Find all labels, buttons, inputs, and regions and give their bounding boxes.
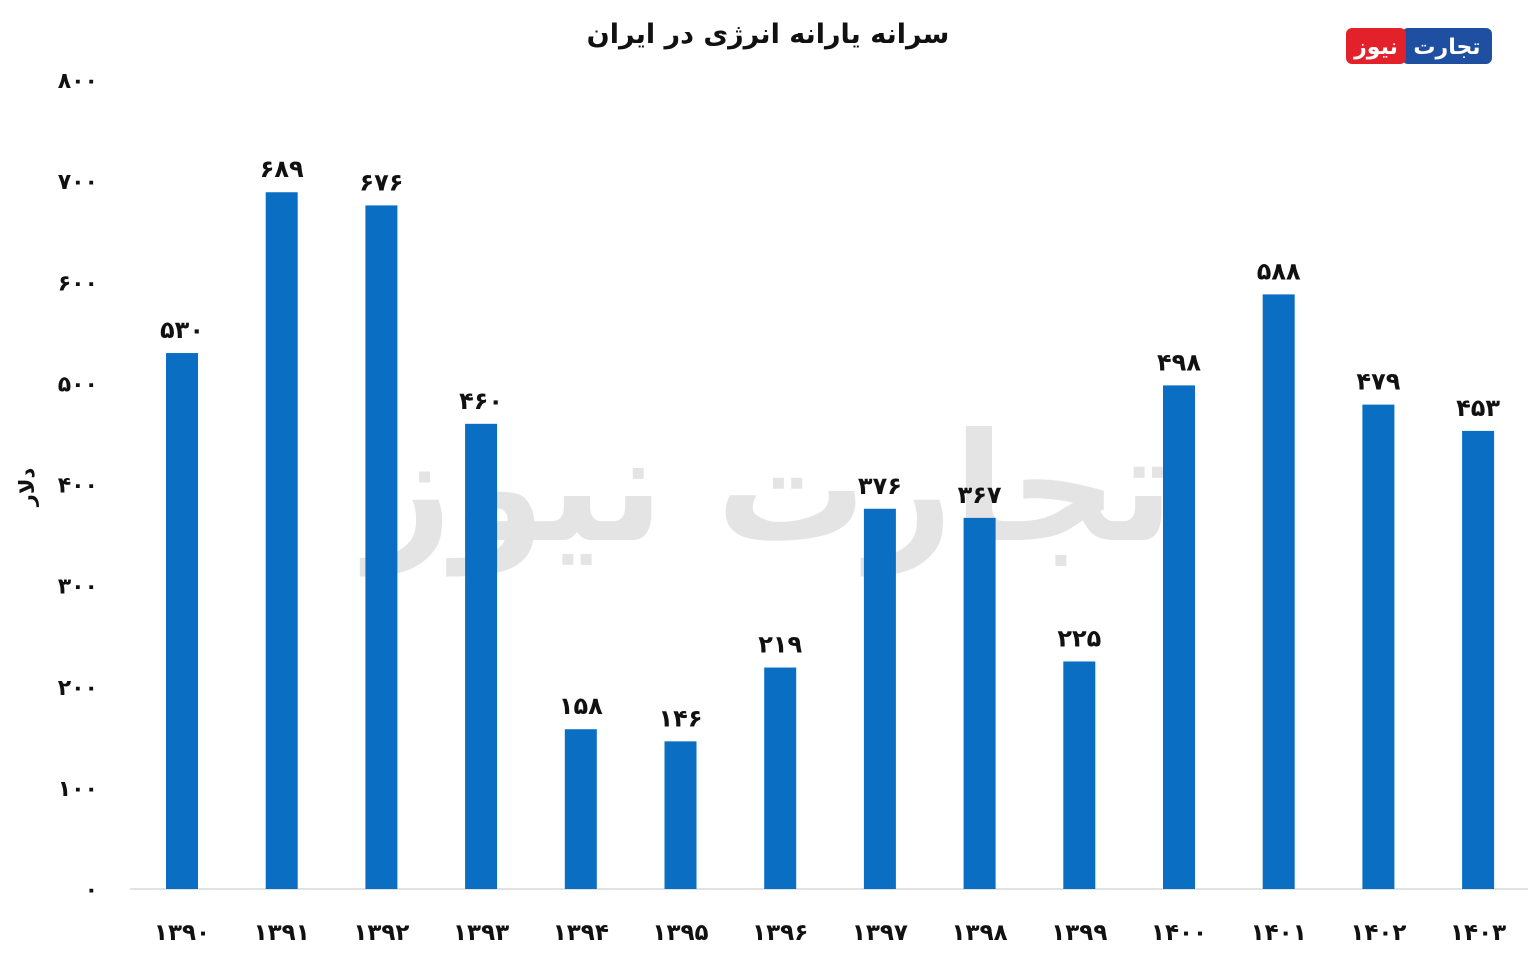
logo-text-1: تجارت — [1413, 35, 1480, 60]
y-tick-label: ۶۰۰ — [58, 271, 98, 296]
data-labels: ۵۳۰ ۶۸۹ ۶۷۶ ۴۶۰ ۱۵۸ ۱۴۶ ۲۱۹ ۳۷۶ ۳۶۷ ۲۲۵ ۴۹۸ ۵۸۸ ۴۷۹ ۴… — [160, 155, 1500, 732]
logo-text-2: نیوز — [1353, 35, 1398, 60]
y-tick-label: ۷۰۰ — [58, 170, 98, 195]
bar — [265, 192, 298, 889]
x-tick-label: ۱۳۹۰ — [154, 920, 210, 946]
x-tick-label: ۱۳۹۲ — [353, 920, 409, 946]
bar — [1262, 294, 1295, 889]
data-label: ۴۹۸ — [1157, 348, 1201, 376]
x-axis: ۱۳۹۰ ۱۳۹۱ ۱۳۹۲ ۱۳۹۳ ۱۳۹۴ ۱۳۹۵ ۱۳۹۶ ۱۳۹۷ ۱۳۹۸ ۱۳۹۹… — [154, 920, 1506, 946]
x-tick-label: ۱۳۹۹ — [1051, 920, 1107, 946]
data-label: ۶۷۶ — [359, 168, 403, 196]
x-tick-label: ۱۳۹۳ — [453, 920, 509, 946]
x-tick-label: ۱۳۹۸ — [952, 920, 1008, 946]
bar — [365, 205, 398, 889]
bar — [1462, 430, 1495, 889]
bar — [764, 667, 797, 889]
bar — [465, 423, 498, 889]
y-tick-label: ۳۰۰ — [58, 575, 98, 600]
bar — [664, 741, 697, 889]
y-axis-label: دلار — [15, 468, 39, 508]
y-tick-label: ۸۰۰ — [58, 69, 98, 94]
data-label: ۱۴۶ — [659, 704, 703, 732]
data-label: ۴۷۹ — [1356, 368, 1400, 396]
x-tick-label: ۱۳۹۱ — [254, 920, 310, 946]
x-tick-label: ۱۴۰۱ — [1251, 920, 1307, 946]
data-label: ۴۵۳ — [1456, 394, 1500, 422]
y-tick-label: ۰ — [85, 878, 98, 903]
bar — [863, 508, 896, 889]
bar — [963, 517, 996, 889]
data-label: ۶۸۹ — [260, 155, 304, 183]
data-label: ۲۱۹ — [758, 631, 802, 659]
data-label: ۵۸۸ — [1257, 257, 1301, 285]
x-tick-label: ۱۳۹۷ — [852, 920, 908, 946]
bar — [166, 353, 198, 890]
x-tick-label: ۱۴۰۲ — [1350, 920, 1406, 946]
data-label: ۵۳۰ — [160, 316, 204, 344]
logo-bg-blue — [1402, 28, 1492, 64]
data-label: ۱۵۸ — [559, 692, 603, 720]
y-tick-label: ۱۰۰ — [58, 777, 98, 802]
data-label: ۳۷۶ — [858, 472, 902, 500]
bar — [1362, 404, 1395, 889]
x-tick-label: ۱۳۹۵ — [652, 920, 708, 946]
y-tick-label: ۴۰۰ — [58, 474, 98, 499]
bars — [166, 192, 1495, 890]
logo-bg-red — [1346, 28, 1406, 64]
chart-title: سرانه یارانه انرژی در ایران — [587, 19, 950, 50]
data-label: ۳۶۷ — [958, 481, 1002, 509]
x-tick-label: ۱۳۹۴ — [553, 920, 609, 946]
x-tick-label: ۱۳۹۶ — [752, 920, 808, 946]
data-label: ۲۲۵ — [1057, 624, 1101, 652]
y-axis: ۰ ۱۰۰ ۲۰۰ ۳۰۰ ۴۰۰ ۵۰۰ ۶۰۰ ۷۰۰ ۸۰۰ — [58, 69, 98, 903]
bar — [1063, 661, 1096, 889]
x-tick-label: ۱۴۰۰ — [1151, 920, 1207, 946]
logo: تجارت نیوز — [1346, 28, 1492, 64]
data-label: ۴۶۰ — [459, 387, 503, 415]
y-tick-label: ۲۰۰ — [58, 676, 98, 701]
bar — [564, 729, 597, 889]
x-tick-label: ۱۴۰۳ — [1450, 920, 1506, 946]
bar — [1163, 385, 1195, 889]
y-tick-label: ۵۰۰ — [58, 372, 98, 397]
